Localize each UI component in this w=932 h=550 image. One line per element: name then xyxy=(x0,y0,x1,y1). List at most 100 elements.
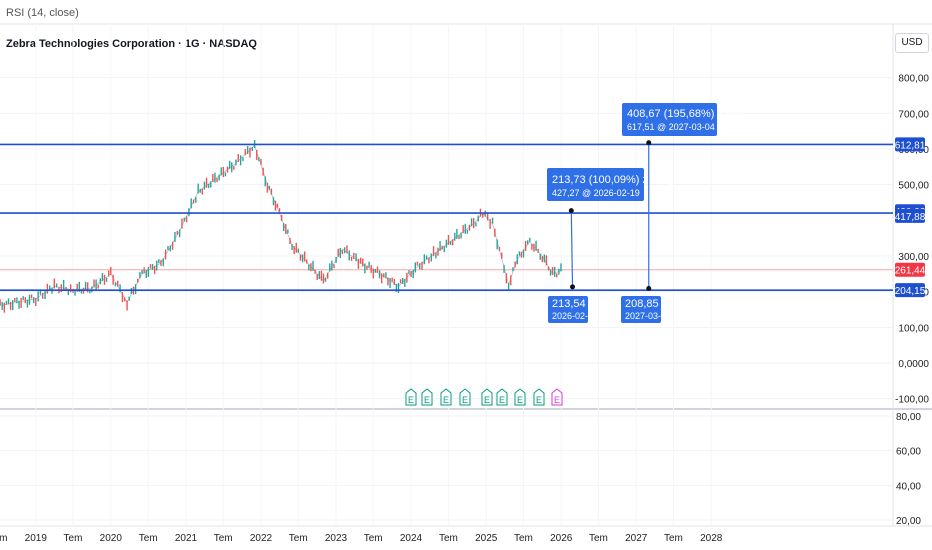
earnings-marker[interactable] xyxy=(533,388,545,406)
earnings-marker[interactable] xyxy=(405,388,417,406)
earnings-marker[interactable] xyxy=(514,388,526,406)
measure-1-label: 213,73 (100,09%) za -6g xyxy=(552,174,673,186)
candle xyxy=(368,261,370,268)
candle xyxy=(244,149,246,156)
candle xyxy=(486,212,489,221)
candle xyxy=(512,267,514,272)
measure-1-callout[interactable] xyxy=(547,168,644,201)
candle xyxy=(449,240,452,245)
candle xyxy=(491,217,494,224)
level-tag-612: 612,81 xyxy=(895,140,926,151)
earnings-marker[interactable] xyxy=(551,388,563,406)
candle xyxy=(389,278,391,289)
candle xyxy=(91,286,93,293)
candle xyxy=(105,277,108,282)
candle xyxy=(167,246,169,251)
candle xyxy=(425,255,428,260)
candle xyxy=(357,258,360,269)
candle xyxy=(524,240,527,251)
candle xyxy=(222,166,225,177)
price-axis-label: 100,00 xyxy=(898,323,929,334)
candle xyxy=(216,178,218,183)
measure-2-end-callout[interactable] xyxy=(621,296,661,323)
candle xyxy=(343,247,346,254)
earnings-marker[interactable] xyxy=(440,388,452,406)
candle xyxy=(470,218,473,227)
earnings-marker[interactable] xyxy=(459,388,471,406)
candle xyxy=(153,265,156,274)
level-tag-417: 417,88 xyxy=(895,212,926,223)
candle xyxy=(477,215,479,222)
time-axis-label: Tem xyxy=(364,533,383,544)
measure-1-end-dot[interactable] xyxy=(570,284,576,290)
candle xyxy=(147,266,150,277)
measure-1-end-callout[interactable] xyxy=(548,296,588,323)
candle xyxy=(228,160,231,169)
candle xyxy=(268,185,271,190)
candle xyxy=(197,183,199,194)
candle xyxy=(128,296,130,301)
candle xyxy=(416,261,419,266)
candle xyxy=(331,260,333,271)
candle xyxy=(362,258,364,267)
candle xyxy=(160,259,162,266)
measure-1-line[interactable] xyxy=(570,210,574,287)
earnings-marker[interactable] xyxy=(421,388,433,406)
measure-2-start-dot[interactable] xyxy=(646,140,652,146)
earnings-marker-label: E xyxy=(462,395,468,405)
candle xyxy=(203,181,206,190)
candle xyxy=(541,256,544,263)
candle xyxy=(551,266,554,275)
earnings-marker-label: E xyxy=(484,395,490,405)
candle xyxy=(558,268,560,275)
candle xyxy=(399,279,402,284)
candle xyxy=(556,273,558,278)
earnings-marker[interactable] xyxy=(481,388,493,406)
candle xyxy=(139,272,141,279)
candle xyxy=(410,270,412,277)
candle xyxy=(406,272,408,283)
candle xyxy=(408,270,410,275)
candle xyxy=(308,264,310,271)
candle xyxy=(274,200,277,211)
candle xyxy=(531,243,533,250)
candle xyxy=(137,278,139,283)
candle xyxy=(239,155,242,166)
candle xyxy=(418,263,421,270)
candle xyxy=(266,182,269,193)
candle xyxy=(397,283,400,294)
rsi-indicator-title[interactable]: RSI (14, close) xyxy=(6,7,79,19)
candle xyxy=(326,272,329,279)
candle xyxy=(249,147,251,158)
last-price-tag: 261,44 xyxy=(895,266,926,277)
candle xyxy=(437,247,439,256)
candle xyxy=(329,263,331,272)
candle xyxy=(192,199,195,204)
candle xyxy=(503,264,505,273)
candle xyxy=(55,283,58,288)
candle xyxy=(272,197,275,206)
candle xyxy=(237,154,239,163)
candle xyxy=(0,299,1,306)
candle xyxy=(28,294,31,305)
currency-button[interactable]: USD xyxy=(895,33,929,53)
measure-2-callout[interactable] xyxy=(622,103,717,136)
candle xyxy=(337,248,339,257)
candle xyxy=(404,278,406,287)
candle xyxy=(218,174,220,181)
measure-2-end-dot[interactable] xyxy=(646,286,652,292)
time-axis-label: 2024 xyxy=(400,533,423,544)
earnings-marker[interactable] xyxy=(496,388,508,406)
candle xyxy=(460,232,462,239)
earnings-marker-label: E xyxy=(517,395,523,405)
measure-1-start-dot[interactable] xyxy=(568,208,574,214)
candle xyxy=(395,283,398,292)
earnings-marker-label: E xyxy=(554,395,560,405)
level-tag-204: 204,15 xyxy=(895,286,926,297)
symbol-title[interactable]: Zebra Technologies Corporation · 1G · NA… xyxy=(6,38,257,50)
candle xyxy=(537,248,539,253)
candle xyxy=(35,297,37,306)
candle xyxy=(387,277,389,286)
candle xyxy=(7,298,10,305)
